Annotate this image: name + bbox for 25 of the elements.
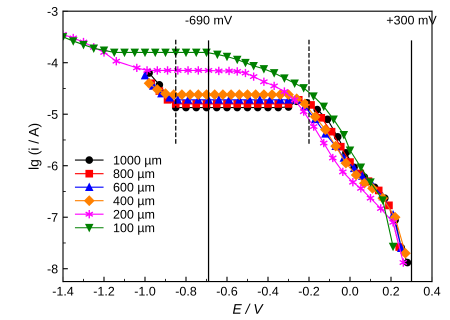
x-tick-label: -1.0 [134,286,156,296]
x-axis-title: E / V [232,304,264,314]
x-tick-label: 0.4 [424,286,440,296]
x-tick-label: -1.4 [52,286,74,296]
legend-label: 200 µm [114,210,154,222]
legend-label: 1000 µm [114,156,162,168]
x-tick-label: -0.4 [258,286,278,296]
legend-label: 600 µm [114,182,154,194]
y-tick-label: -8 [48,264,58,274]
y-tick-label: -7 [48,213,58,222]
y-axis-title: lg (i / A) [28,124,42,170]
x-tick-label: -1.2 [94,286,114,296]
x-tick-label: 0.0 [342,286,358,296]
legend-label: 100 µm [114,223,154,235]
y-tick-label: -3 [48,7,58,16]
y-tick-label: -5 [48,110,58,119]
x-tick-label: -0.2 [298,286,320,296]
y-tick-label: -4 [48,58,58,68]
x-tick-label: -0.8 [176,286,196,296]
ref-line-label: -690 mV [185,16,232,25]
legend-label: 800 µm [114,169,154,181]
legend-label: 400 µm [113,196,154,208]
x-tick-label: -0.6 [216,286,238,296]
y-tick-label: -6 [48,162,58,170]
x-tick-label: 0.2 [382,286,400,296]
